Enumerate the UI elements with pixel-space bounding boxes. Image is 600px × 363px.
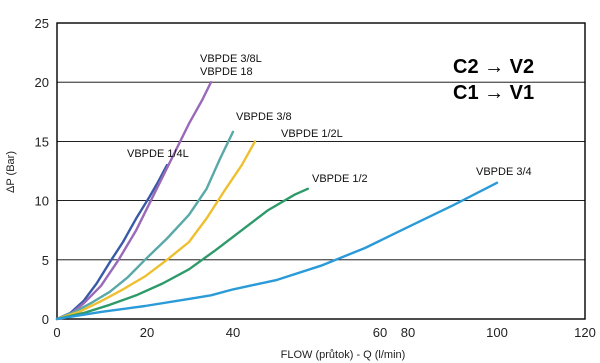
y-tick-label: 15 (35, 134, 49, 149)
annotation-c1-v1: C1 → V1 (453, 82, 534, 104)
plot-area (56, 22, 586, 320)
y-tick-labels: 0 5 10 15 20 25 (35, 16, 49, 327)
series-group (55, 81, 499, 321)
series-label-2: VBPDE 3/8 (236, 111, 292, 123)
flow-direction-annotation: C2 → V2 C1 → V1 (453, 56, 534, 104)
series-label-1: VBPDE 3/8L (200, 53, 262, 65)
x-tick-label: 0 (53, 325, 60, 340)
y-tick-label: 0 (42, 312, 49, 327)
series-label-0: VBPDE 1/4L (127, 148, 189, 160)
y-tick-label: 25 (35, 16, 49, 31)
series-line-4 (55, 187, 309, 321)
series-line-3 (55, 140, 257, 321)
series-label-1-alt: VBPDE 18 (200, 66, 253, 78)
series-label-3: VBPDE 1/2L (281, 128, 343, 140)
x-axis-label: FLOW (průtok) - Q (l/min) (281, 349, 406, 361)
annotation-c2-v2: C2 → V2 (453, 56, 534, 78)
series-line-2 (55, 130, 235, 321)
gridlines (57, 81, 585, 261)
y-axis-label: ΔP (Bar) (5, 151, 17, 193)
series-line-0 (55, 163, 169, 321)
x-tick-label: 100 (486, 325, 508, 340)
x-tick-label: 120 (574, 325, 596, 340)
y-tick-label: 5 (42, 253, 49, 268)
y-tick-label: 20 (35, 75, 49, 90)
series-line-5 (55, 181, 499, 321)
x-tick-labels: 0 20 40 60 80 100 120 (53, 325, 595, 340)
series-line-1 (55, 81, 213, 321)
series-label-5: VBPDE 3/4 (476, 166, 532, 178)
x-tick-label: 20 (140, 325, 154, 340)
x-tick-label: 60 (373, 325, 387, 340)
x-tick-label: 80 (401, 325, 415, 340)
y-tick-label: 10 (35, 194, 49, 209)
x-tick-label: 40 (226, 325, 240, 340)
series-label-4: VBPDE 1/2 (312, 173, 368, 185)
